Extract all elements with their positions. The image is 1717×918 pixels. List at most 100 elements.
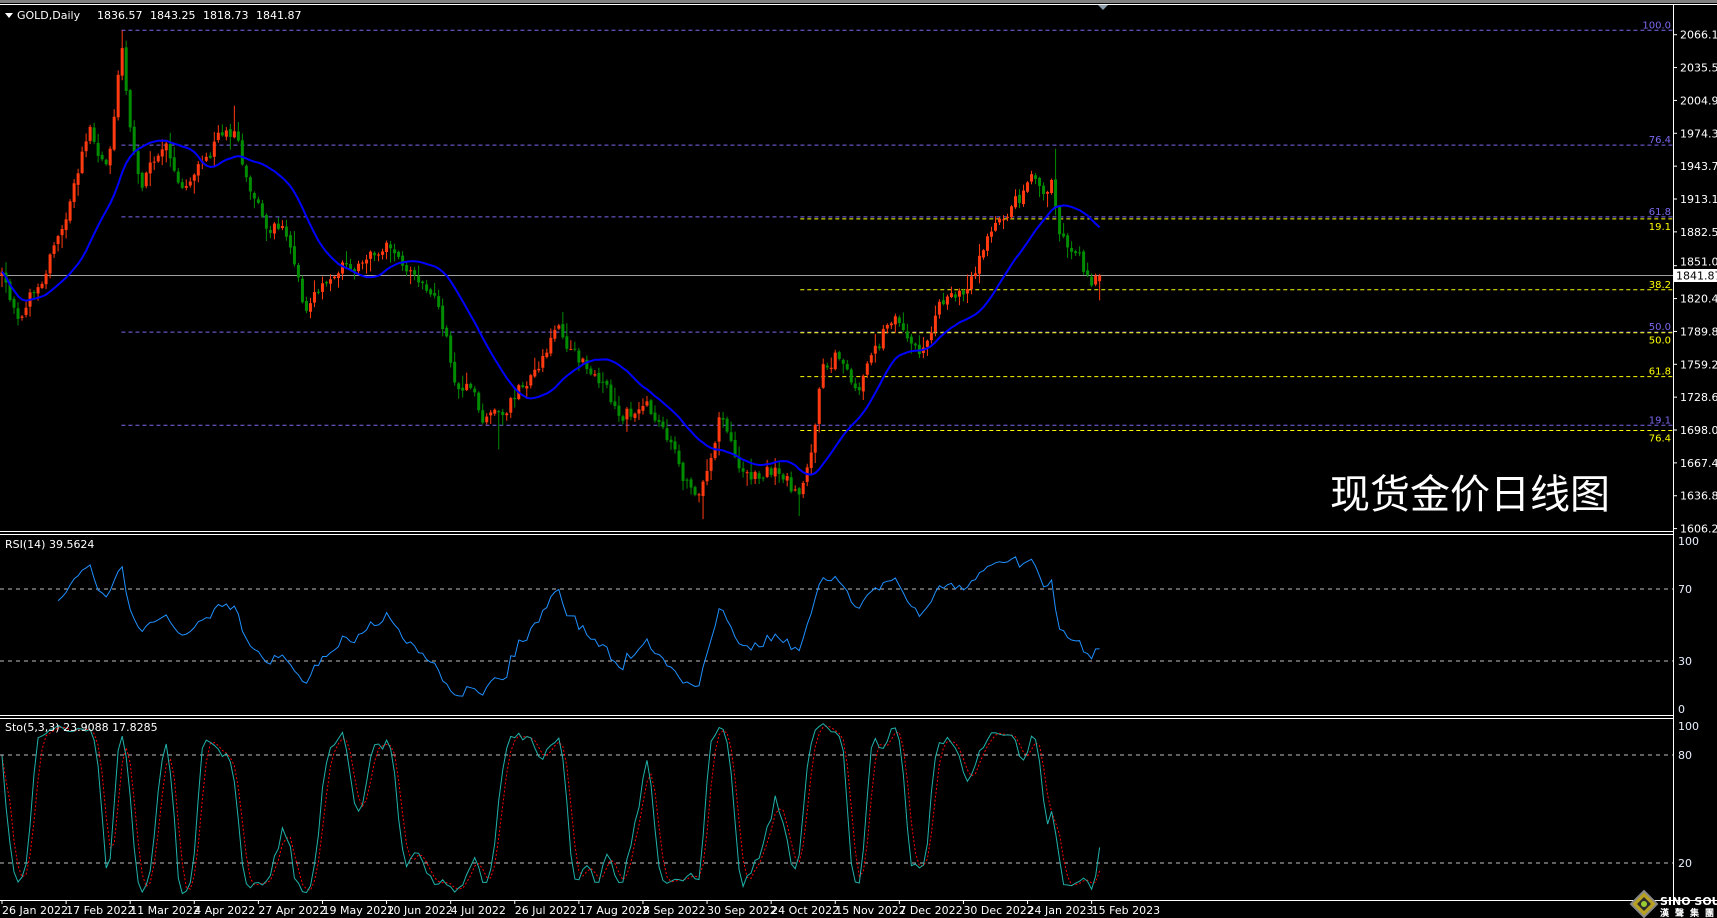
open-value: 1836.57	[97, 9, 143, 22]
rsi-axis-labels: 100 70 30 0	[1678, 535, 1699, 716]
chart-shift-marker-icon[interactable]	[1098, 5, 1108, 10]
candle	[196, 161, 200, 183]
time-tick-label: 27 Apr 2022	[258, 904, 326, 917]
time-tick-label: 15 Feb 2023	[1092, 904, 1160, 917]
candle	[0, 267, 4, 288]
candle	[220, 124, 224, 137]
time-tick-label: 17 Aug 2022	[579, 904, 649, 917]
candle	[401, 251, 405, 272]
candle	[469, 382, 473, 390]
candle	[1086, 262, 1090, 278]
candle	[236, 122, 240, 143]
candle	[357, 260, 361, 274]
candle	[276, 217, 280, 231]
candle	[140, 171, 144, 192]
candle	[585, 355, 589, 374]
candle	[280, 220, 284, 231]
candle	[921, 336, 925, 359]
candle	[901, 312, 905, 332]
candle	[753, 470, 757, 485]
candle	[645, 395, 649, 407]
candle	[853, 377, 857, 392]
candle	[473, 386, 477, 397]
candle	[28, 288, 32, 317]
candle	[60, 224, 64, 249]
candle	[657, 414, 661, 427]
rsi-line	[57, 556, 1100, 697]
candle	[1030, 170, 1034, 185]
candle	[1026, 180, 1030, 193]
sto-tick-label: 80	[1678, 749, 1692, 762]
candle	[949, 286, 953, 299]
fibonacci-retracements[interactable]: 100.0 76.4 61.8 50.0 19.1 19.1 38.2 50.0 61.8 76.…	[121, 20, 1673, 445]
candle	[877, 343, 881, 351]
candle	[453, 352, 457, 386]
candle	[969, 271, 973, 295]
candle	[164, 141, 168, 163]
close-value: 1841.87	[256, 9, 302, 22]
candle	[56, 234, 60, 252]
panel-separator-sto[interactable]	[0, 715, 1673, 719]
candle	[44, 270, 48, 290]
candle	[361, 260, 365, 270]
candle	[108, 146, 112, 174]
candle	[933, 305, 937, 337]
price-tick-label: 1667.40	[1680, 457, 1717, 470]
time-tick-label: 30 Dec 2022	[963, 904, 1033, 917]
sto-signal-line	[1, 725, 1101, 891]
candle	[393, 243, 397, 262]
candle	[80, 146, 84, 175]
candle	[316, 288, 320, 295]
candle	[248, 175, 252, 200]
candle	[132, 120, 136, 155]
candle	[417, 265, 421, 288]
candle	[1042, 182, 1046, 201]
current-price-tag: 1841.87	[1674, 269, 1717, 283]
dropdown-triangle-icon[interactable]	[5, 13, 13, 18]
candle	[244, 164, 248, 182]
candle	[212, 131, 216, 167]
candle	[64, 212, 68, 239]
price-tick-label: 1820.40	[1680, 293, 1717, 306]
candle	[369, 250, 373, 272]
candle	[192, 173, 196, 194]
candle	[24, 301, 28, 318]
candle	[260, 199, 264, 218]
candle	[437, 289, 441, 310]
time-tick-label: 30 Sep 2022	[707, 904, 777, 917]
candle	[296, 263, 300, 283]
candle	[1074, 249, 1078, 256]
price-tick-label: 1851.00	[1680, 256, 1717, 269]
candle	[893, 313, 897, 333]
candle	[405, 261, 409, 277]
candle	[765, 459, 769, 479]
candle	[745, 470, 749, 486]
candle	[32, 290, 36, 299]
candle	[769, 466, 773, 478]
price-tick-label: 2066.10	[1680, 29, 1717, 42]
candle	[501, 408, 505, 426]
candle	[1054, 148, 1058, 216]
candle	[341, 260, 345, 280]
panel-separator-rsi[interactable]	[0, 531, 1673, 535]
candle	[92, 122, 96, 145]
candle	[397, 250, 401, 260]
candle	[797, 487, 801, 516]
candle	[288, 231, 292, 254]
rsi-tick-label: 30	[1678, 655, 1692, 668]
candle	[292, 231, 296, 267]
candle	[505, 412, 509, 421]
time-tick-label: 4 Jul 2022	[451, 904, 506, 917]
sto-levels	[0, 754, 1673, 864]
candle	[709, 453, 713, 480]
candle	[865, 361, 869, 378]
candle	[565, 323, 569, 353]
sino-sound-logo: SINO SOUND 漢聲集團	[1629, 889, 1717, 918]
candle	[1046, 190, 1050, 208]
candle	[168, 132, 172, 167]
rsi-levels	[0, 588, 1673, 662]
candle	[156, 153, 160, 163]
top-strip	[0, 0, 1717, 3]
candle	[1014, 189, 1018, 209]
